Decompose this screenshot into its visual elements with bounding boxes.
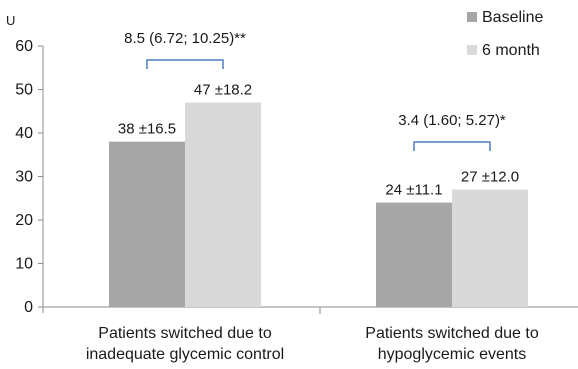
y-unit-label: U [6,13,15,28]
significance-bracket [146,59,224,69]
bar-value-label: 24 ±11.1 [385,182,442,199]
legend-swatch [467,45,477,55]
significance-bracket [413,141,491,151]
y-tick-label: 50 [15,82,33,99]
significance-brackets: 8.5 (6.72; 10.25)** 3.4 (1.60; 5.27)* [124,30,506,151]
legend-label: 6 month [482,42,540,59]
category-label: hypoglycemic events [378,346,527,363]
y-tick-label: 30 [15,169,33,186]
bar-baseline [109,141,185,307]
legend-swatch [467,12,477,22]
y-tick-label: 60 [15,38,33,55]
bars [109,102,528,307]
legend: Baseline 6 month [467,9,543,59]
bar-6-month [185,102,261,307]
y-tick-label: 10 [15,256,33,273]
axes: U 0 10 20 30 40 50 60 Patients switched due to in… [6,13,578,363]
bar-baseline [376,202,452,307]
y-tick-label: 40 [15,125,33,142]
legend-label: Baseline [482,9,543,26]
bar-value-label: 27 ±12.0 [461,169,519,186]
y-tick-label: 0 [24,299,33,316]
category-label: inadequate glycemic control [86,346,284,363]
significance-annotation: 3.4 (1.60; 5.27)* [398,112,506,129]
bar-6-month [452,189,528,307]
data-labels: 38 ±16.5 24 ±11.1 47 ±18.2 27 ±12.0 [118,82,519,199]
category-label: Patients switched due to [98,325,272,342]
category-label: Patients switched due to [365,325,539,342]
bar-value-label: 38 ±16.5 [118,121,176,138]
y-tick-label: 20 [15,212,33,229]
significance-annotation: 8.5 (6.72; 10.25)** [124,30,246,47]
bar-value-label: 47 ±18.2 [194,82,252,99]
